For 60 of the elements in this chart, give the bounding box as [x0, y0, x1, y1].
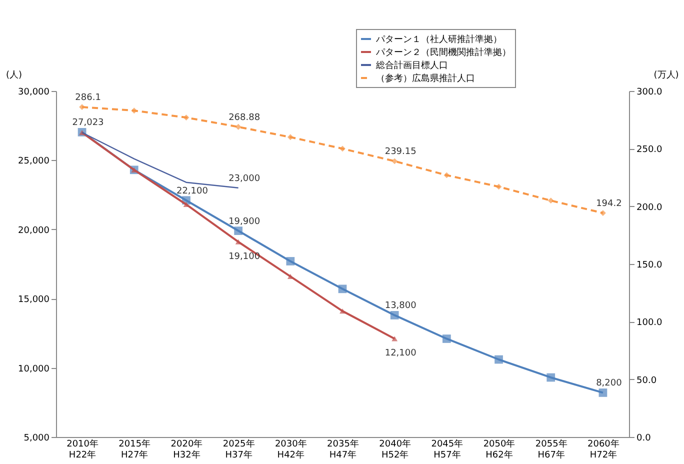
y2-axis-title: (万人) [654, 70, 679, 80]
x-tick-label: 2015年 H27年 [118, 438, 151, 460]
point [548, 198, 554, 204]
data-label: 12,100 [384, 348, 417, 359]
x-tick-label: 2030年 H42年 [274, 438, 307, 460]
point [183, 114, 190, 120]
y2-tick-label: 100.0 [636, 318, 663, 328]
y-axis-title: (人) [6, 70, 22, 80]
data-label: 19,100 [228, 252, 260, 262]
x-tick-label: 2060年 H72年 [588, 438, 620, 460]
x-tick-label: 2040年 H52年 [379, 438, 412, 460]
data-label: 268.88 [228, 112, 260, 123]
data-label: 19,900 [228, 216, 260, 227]
y2-tick-label: 50.0 [636, 376, 657, 386]
x-tick-label: 2055年 H67年 [535, 438, 568, 460]
legend-label: 総合計画目標人口 [375, 60, 448, 71]
x-tick-label: 2050年 H62年 [483, 438, 516, 460]
point [496, 184, 502, 190]
y2-tick-label: 300.0 [636, 88, 663, 98]
y2-tick-label: 250.0 [636, 145, 663, 156]
data-label: 8,200 [596, 378, 622, 389]
data-label: 286.1 [75, 93, 101, 104]
data-label: 27,023 [72, 118, 104, 128]
point [390, 311, 399, 320]
point [286, 257, 295, 266]
y2-tick-label: 0.0 [636, 434, 652, 444]
y-tick-label: 20,000 [18, 226, 50, 236]
y-tick-label: 10,000 [18, 364, 50, 374]
data-label: 22,100 [176, 186, 208, 196]
y2-tick-label: 150.0 [636, 260, 663, 270]
point [494, 355, 503, 364]
point [442, 334, 451, 343]
legend-label: （参考）広島県推計人口 [376, 73, 475, 84]
data-label: 239.15 [384, 147, 416, 158]
point [340, 146, 346, 152]
y-tick-label: 5,000 [24, 434, 50, 444]
point [340, 308, 346, 314]
point [598, 388, 608, 397]
point [287, 134, 294, 140]
y-tick-label: 15,000 [18, 295, 50, 306]
point [546, 373, 556, 382]
y-tick-label: 25,000 [18, 156, 50, 167]
point [234, 226, 242, 235]
point [338, 284, 347, 294]
point [392, 158, 398, 164]
point [392, 336, 398, 342]
legend-label: パターン２（民間機関推計準拠） [375, 47, 511, 58]
data-label: 13,800 [384, 301, 417, 312]
point [444, 172, 450, 178]
x-tick-label: 2010年 H22年 [66, 438, 98, 460]
x-tick-label: 2025年 H37年 [222, 438, 255, 460]
data-label: 23,000 [228, 174, 260, 184]
x-tick-label: 2020年 H32年 [170, 438, 203, 460]
x-tick-label: 2035年 H47年 [327, 438, 359, 460]
data-label: 194.2 [596, 199, 622, 210]
x-tick-label: 2045年 H57年 [431, 438, 464, 460]
y2-tick-label: 200.0 [636, 202, 663, 213]
legend-label: パターン１（社人研推計準拠） [375, 34, 502, 45]
point [600, 210, 606, 216]
y-tick-label: 30,000 [18, 88, 50, 98]
